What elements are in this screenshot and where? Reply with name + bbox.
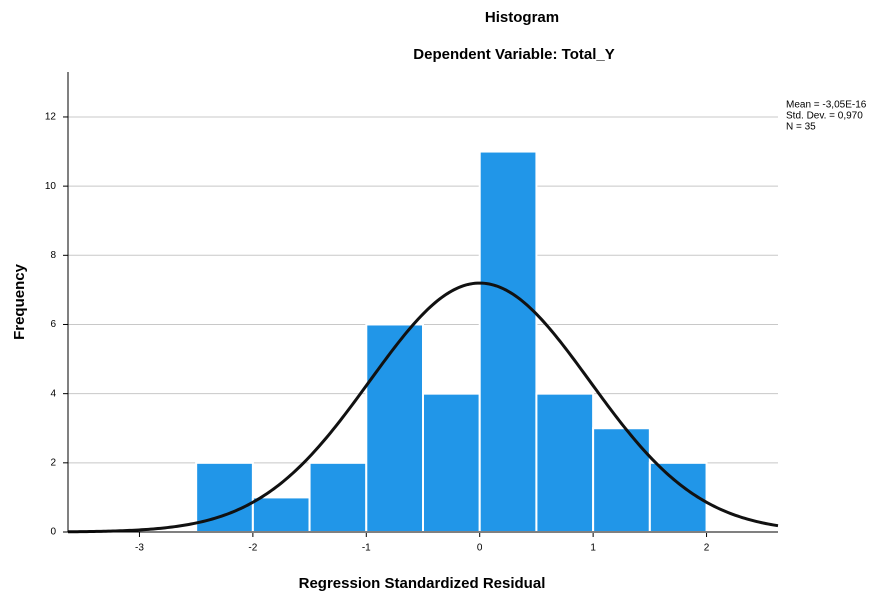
bar: [535, 392, 595, 534]
x-axis-title: Regression Standardized Residual: [299, 575, 546, 592]
bar: [365, 323, 425, 533]
y-tick-label: 10: [45, 181, 57, 192]
bar: [422, 392, 481, 534]
y-tick-label: 12: [45, 112, 57, 123]
y-tick-label: 0: [50, 527, 56, 538]
stat-mean: Mean = -3,05E-16: [786, 100, 867, 111]
y-axis-title: Frequency: [11, 263, 28, 340]
stat-n: N = 35: [786, 122, 816, 133]
y-tick-label: 2: [50, 457, 56, 468]
bar: [478, 150, 538, 534]
bar: [592, 427, 651, 533]
x-tick-label: -3: [135, 543, 144, 554]
y-tick-label: 6: [50, 319, 56, 330]
x-tick-label: 2: [704, 543, 710, 554]
y-tick-label: 4: [50, 388, 56, 399]
x-tick-label: -2: [248, 543, 257, 554]
x-tick-label: -1: [362, 543, 371, 554]
bar: [308, 461, 368, 533]
bar: [251, 496, 311, 534]
stat-sd: Std. Dev. = 0,970: [786, 111, 863, 122]
chart-subtitle: Dependent Variable: Total_Y: [413, 46, 614, 63]
chart-title: Histogram: [485, 9, 559, 26]
x-tick-label: 1: [590, 543, 596, 554]
x-tick-label: 0: [477, 543, 483, 554]
normal-curve: [67, 281, 779, 534]
y-tick-label: 8: [50, 250, 56, 261]
